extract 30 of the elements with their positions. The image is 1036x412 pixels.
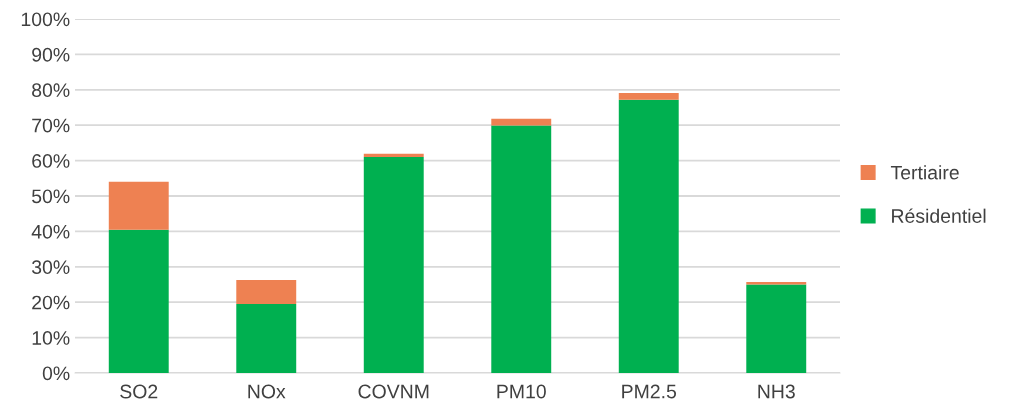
y-tick-label: 60%	[32, 154, 70, 168]
x-tick-label: PM10	[497, 384, 546, 399]
y-tick-label: 0%	[42, 366, 70, 381]
x-tick-label: PM2.5	[622, 384, 677, 399]
y-tick-label: 40%	[31, 224, 70, 239]
bar	[236, 303, 297, 373]
x-tick-label: COVNM	[358, 384, 429, 399]
bar	[491, 125, 552, 373]
y-tick-label: 90%	[32, 47, 70, 62]
legend-label: Résidentiel	[892, 208, 986, 223]
y-tick-label: 20%	[32, 295, 70, 310]
x-tick-label: NOx	[248, 384, 286, 399]
bar	[618, 99, 679, 373]
bar	[108, 181, 169, 230]
y-tick-label: 80%	[32, 83, 70, 98]
y-tick-label: 50%	[32, 189, 70, 204]
bar	[236, 279, 297, 304]
y-tick-label: 70%	[32, 118, 70, 133]
bar	[491, 118, 552, 126]
bar	[363, 157, 424, 373]
y-tick-label: 10%	[32, 331, 70, 345]
y-tick-label: 100%	[21, 12, 70, 27]
legend-label: Tertiaire	[890, 165, 959, 180]
x-tick-label: NH3	[758, 384, 795, 399]
bar	[363, 153, 424, 158]
x-tick-label: SO2	[120, 384, 158, 399]
bar	[618, 92, 679, 100]
y-tick-label: 30%	[31, 260, 70, 275]
bar	[108, 229, 169, 373]
bar	[746, 284, 807, 373]
